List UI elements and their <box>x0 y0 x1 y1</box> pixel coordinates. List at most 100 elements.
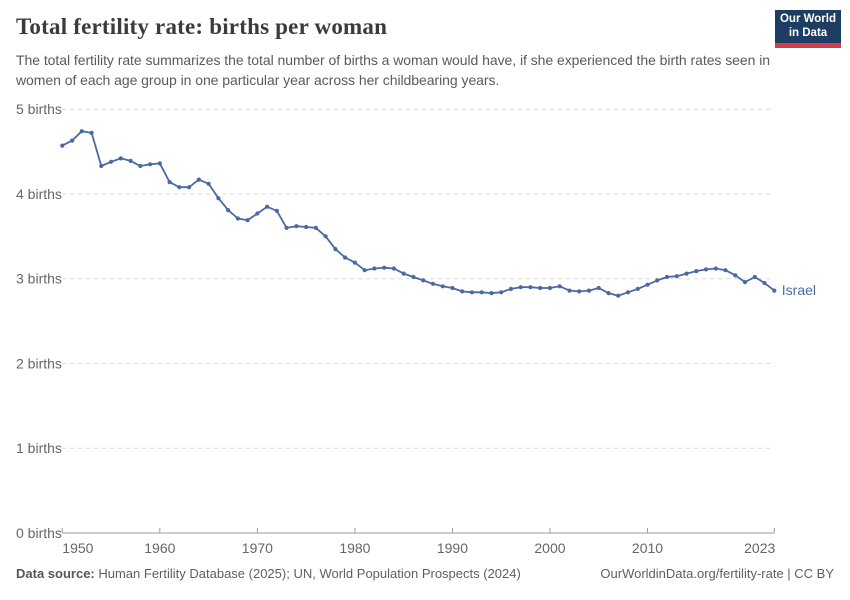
data-point[interactable] <box>752 274 757 280</box>
data-point[interactable] <box>606 291 611 296</box>
data-point[interactable] <box>538 285 543 291</box>
x-axis-tick-label: 2023 <box>744 540 775 556</box>
data-point[interactable] <box>274 208 279 213</box>
data-point[interactable] <box>118 156 123 161</box>
data-point[interactable] <box>343 255 348 260</box>
data-point[interactable] <box>635 286 640 291</box>
page-title: Total fertility rate: births per woman <box>16 14 388 39</box>
owid-logo-line2: in Data <box>788 26 828 39</box>
data-point[interactable] <box>430 281 435 286</box>
data-point[interactable] <box>625 290 631 295</box>
data-point[interactable] <box>499 290 504 295</box>
data-point[interactable] <box>664 274 670 280</box>
data-point[interactable] <box>645 282 650 287</box>
data-point[interactable] <box>577 289 582 294</box>
data-point[interactable] <box>323 234 328 239</box>
data-point[interactable] <box>421 278 426 283</box>
data-point[interactable] <box>489 291 494 296</box>
x-axis-tick-label: 1980 <box>339 540 370 556</box>
data-point[interactable] <box>703 267 709 272</box>
data-point[interactable] <box>723 268 728 273</box>
data-point[interactable] <box>479 290 484 295</box>
y-axis-tick-label: 0 births <box>16 525 62 541</box>
data-point[interactable] <box>265 204 270 209</box>
data-point[interactable] <box>440 284 445 289</box>
data-point[interactable] <box>508 286 514 291</box>
data-point[interactable] <box>187 185 192 190</box>
data-point[interactable] <box>557 284 562 289</box>
data-point[interactable] <box>694 269 699 274</box>
footer-citation-link[interactable]: OurWorldinData.org/fertility-rate | CC B… <box>600 566 834 581</box>
data-point[interactable] <box>226 208 231 213</box>
data-source-label: Data source: <box>16 566 95 581</box>
x-axis-tick-label: 2010 <box>632 540 663 556</box>
data-point[interactable] <box>138 163 143 169</box>
data-point[interactable] <box>333 247 338 252</box>
data-point[interactable] <box>89 130 94 135</box>
data-point[interactable] <box>352 260 357 265</box>
x-axis-tick-label: 1950 <box>62 540 93 556</box>
x-axis-tick-label: 1990 <box>437 540 468 556</box>
data-point[interactable] <box>742 280 748 285</box>
owid-logo-line1: Our World <box>779 12 836 25</box>
data-point[interactable] <box>528 285 533 290</box>
data-point[interactable] <box>460 289 465 294</box>
data-point[interactable] <box>255 211 260 216</box>
data-point[interactable] <box>206 181 211 186</box>
y-axis-tick-label: 1 births <box>16 440 62 456</box>
data-point[interactable] <box>284 225 289 230</box>
y-axis-tick-label: 5 births <box>16 101 62 117</box>
data-point[interactable] <box>99 163 104 169</box>
data-point[interactable] <box>518 285 523 290</box>
data-point[interactable] <box>216 196 221 201</box>
data-point[interactable] <box>372 266 377 271</box>
x-axis-tick-label: 1960 <box>144 540 175 556</box>
data-point[interactable] <box>294 224 299 229</box>
data-point[interactable] <box>235 216 240 221</box>
data-point[interactable] <box>109 159 114 164</box>
data-point[interactable] <box>596 285 601 291</box>
data-point[interactable] <box>391 266 396 271</box>
data-point[interactable] <box>362 268 367 273</box>
data-point[interactable] <box>60 143 65 148</box>
data-point[interactable] <box>196 177 201 182</box>
data-point[interactable] <box>157 161 162 166</box>
data-point[interactable] <box>411 274 416 280</box>
data-source-note: Data source: Human Fertility Database (2… <box>16 566 521 581</box>
data-point[interactable] <box>586 288 592 293</box>
y-axis-tick-label: 3 births <box>16 271 62 287</box>
data-point[interactable] <box>313 225 318 230</box>
data-point[interactable] <box>684 271 689 276</box>
data-point[interactable] <box>547 285 553 291</box>
data-point[interactable] <box>450 285 455 291</box>
data-point[interactable] <box>128 158 133 163</box>
data-point[interactable] <box>469 290 474 295</box>
data-point[interactable] <box>772 288 777 293</box>
data-point[interactable] <box>713 266 718 271</box>
data-point[interactable] <box>616 293 621 298</box>
data-point[interactable] <box>148 162 153 167</box>
chart-footer: Data source: Human Fertility Database (2… <box>16 566 834 581</box>
data-point[interactable] <box>762 280 767 286</box>
owid-logo[interactable]: Our World in Data <box>775 10 841 48</box>
data-point[interactable] <box>304 224 309 230</box>
entity-label-israel[interactable]: Israel <box>782 282 816 298</box>
data-point[interactable] <box>733 273 738 278</box>
data-source-text: Human Fertility Database (2025); UN, Wor… <box>94 566 521 581</box>
data-point[interactable] <box>567 288 572 293</box>
data-point[interactable] <box>245 218 250 223</box>
data-point[interactable] <box>79 129 84 134</box>
y-axis-tick-label: 2 births <box>16 355 62 371</box>
series-line-israel[interactable] <box>61 130 775 297</box>
data-point[interactable] <box>655 278 660 283</box>
data-point[interactable] <box>177 185 182 190</box>
x-axis-tick-label: 1970 <box>242 540 273 556</box>
data-point[interactable] <box>382 265 387 270</box>
data-point[interactable] <box>674 274 679 279</box>
data-point[interactable] <box>167 180 172 185</box>
data-point[interactable] <box>70 138 75 143</box>
data-point[interactable] <box>401 271 406 276</box>
